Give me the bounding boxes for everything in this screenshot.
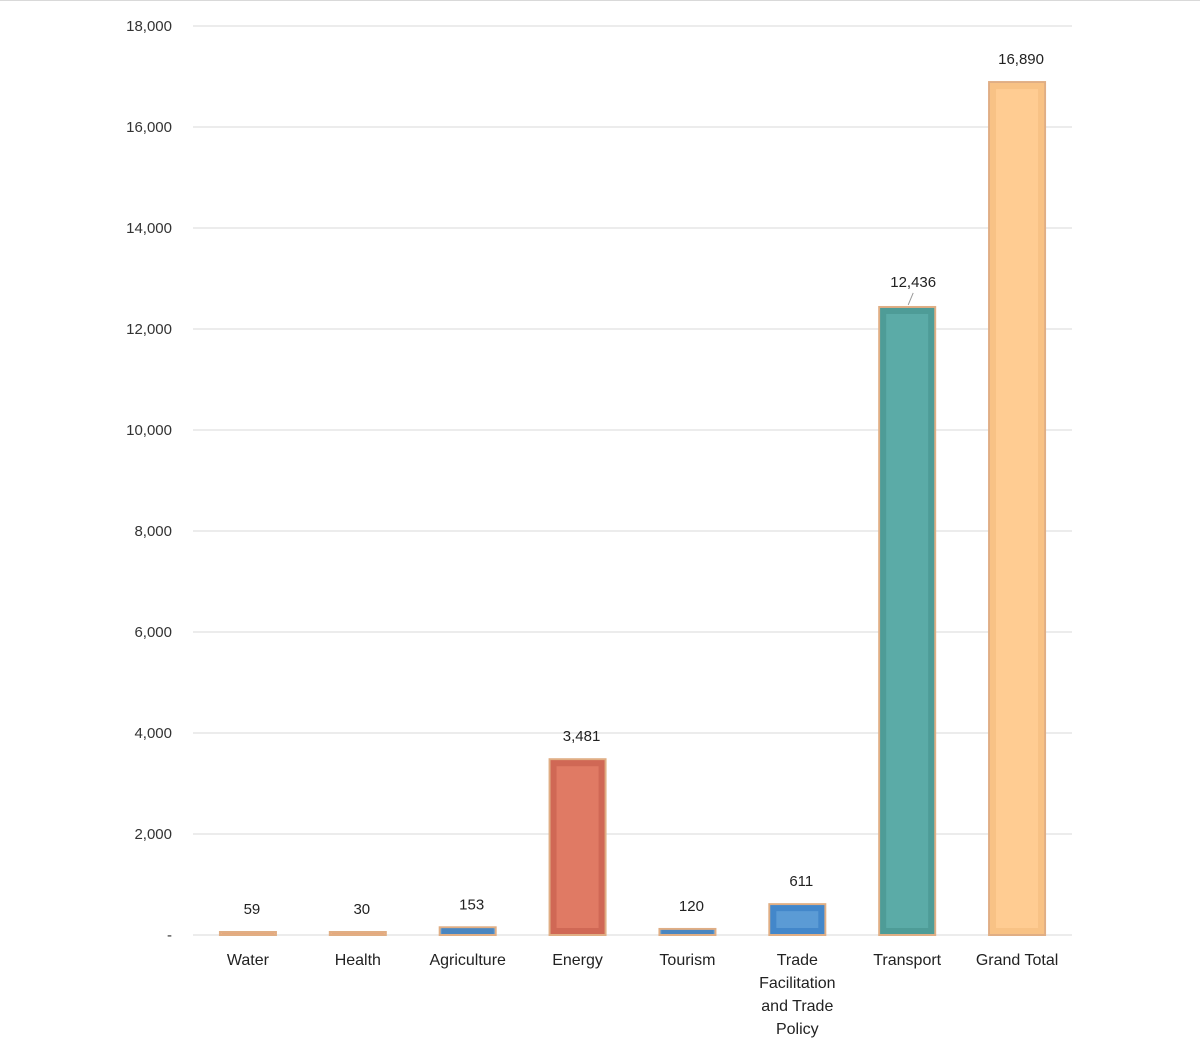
data-label: 16,890: [998, 51, 1044, 68]
category-label-line: Tourism: [659, 952, 715, 969]
bar: [988, 81, 1047, 937]
category-label-line: Agriculture: [429, 952, 506, 969]
y-tick-label: 12,000: [126, 321, 172, 338]
y-tick-label: -: [167, 927, 172, 944]
top-border-line: [0, 0, 1200, 1]
category-label: Water: [227, 952, 270, 969]
data-label: 59: [244, 901, 261, 918]
bar: [328, 931, 387, 936]
category-label: Trade Facilitation and Trade Policy: [759, 952, 835, 1038]
y-tick-label: 14,000: [126, 220, 172, 237]
data-label-leader-line: [907, 292, 914, 306]
category-label: Energy: [552, 952, 603, 969]
bar-rect: [878, 305, 937, 936]
y-tick-label: 16,000: [126, 119, 172, 136]
category-label-line: Policy: [776, 1021, 819, 1038]
category-label-line: Water: [227, 952, 270, 969]
bars: [218, 81, 1047, 937]
bar-inner-border: [770, 905, 825, 934]
bar-inner-border: [550, 760, 605, 934]
bar-inner-border: [880, 307, 935, 934]
bar-rect: [548, 758, 607, 936]
y-tick-label: 4,000: [134, 725, 172, 742]
bar: [768, 903, 827, 936]
data-labels: 59 30 153 3,481 120 611 12,436 16,890: [244, 51, 1044, 918]
data-label: 611: [789, 873, 813, 890]
bar-inner-border: [331, 933, 384, 934]
bar: [438, 926, 497, 936]
category-label: Agriculture: [429, 952, 506, 969]
data-label: 12,436: [890, 274, 936, 291]
bar-inner-border: [990, 83, 1045, 935]
data-label: 120: [679, 898, 704, 915]
bar: [218, 931, 277, 936]
y-tick-label: 8,000: [134, 523, 172, 540]
y-tick-label: 2,000: [134, 826, 172, 843]
bar: [658, 927, 717, 937]
category-label-line: Grand Total: [976, 952, 1058, 969]
data-label: 30: [353, 901, 370, 918]
data-label: 3,481: [563, 728, 601, 745]
category-labels: Water Health Agriculture Energy Tourism Trade…: [227, 952, 1058, 1038]
data-label: 153: [459, 896, 484, 913]
category-label-line: Trade: [777, 952, 818, 969]
category-label-line: Facilitation: [759, 975, 835, 992]
y-tick-label: 18,000: [126, 18, 172, 35]
gridlines: [193, 25, 1072, 936]
bar: [548, 758, 607, 936]
bar-rect: [988, 81, 1047, 937]
y-tick-label: 10,000: [126, 422, 172, 439]
bar: [878, 305, 937, 936]
category-label-line: and Trade: [761, 998, 833, 1015]
category-label-line: Transport: [873, 952, 941, 969]
y-axis-tick-labels: - 2,000 4,000 6,000 8,000 10,000 12,000 14,000 1…: [126, 18, 172, 944]
category-label: Health: [335, 952, 381, 969]
bar-inner-border: [221, 933, 274, 934]
y-tick-label: 6,000: [134, 624, 172, 641]
category-label-line: Energy: [552, 952, 603, 969]
bar-inner-border: [661, 929, 714, 934]
category-label: Tourism: [659, 952, 715, 969]
bar-inner-border: [441, 928, 494, 934]
category-label-line: Health: [335, 952, 381, 969]
category-label: Transport: [873, 952, 941, 969]
category-label: Grand Total: [976, 952, 1058, 969]
